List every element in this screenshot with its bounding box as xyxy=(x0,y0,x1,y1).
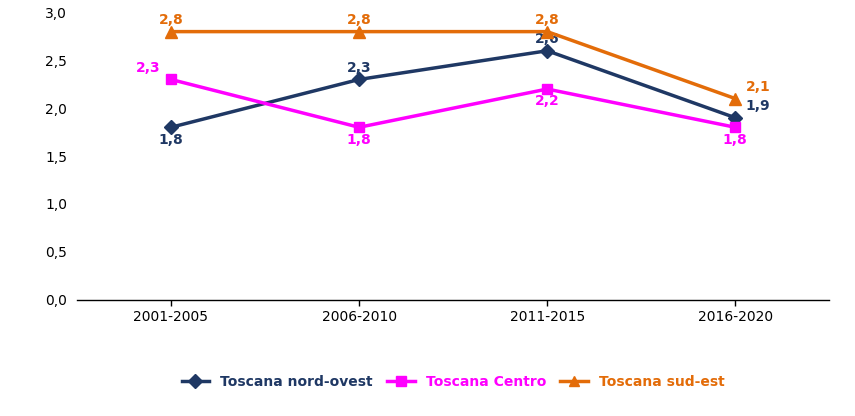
Toscana Centro xyxy=(730,125,740,130)
Text: 2,8: 2,8 xyxy=(535,13,559,27)
Text: 2,8: 2,8 xyxy=(159,13,183,27)
Line: Toscana sud-est: Toscana sud-est xyxy=(166,26,740,104)
Toscana nord-ovest xyxy=(542,48,552,53)
Text: 2,3: 2,3 xyxy=(347,61,371,75)
Toscana nord-ovest xyxy=(354,77,364,82)
Line: Toscana nord-ovest: Toscana nord-ovest xyxy=(166,46,740,132)
Legend: Toscana nord-ovest, Toscana Centro, Toscana sud-est: Toscana nord-ovest, Toscana Centro, Tosc… xyxy=(176,369,730,395)
Text: 1,9: 1,9 xyxy=(746,99,770,113)
Toscana Centro xyxy=(354,125,364,130)
Line: Toscana Centro: Toscana Centro xyxy=(166,74,740,132)
Toscana nord-ovest xyxy=(166,125,176,130)
Toscana sud-est xyxy=(730,96,740,101)
Text: 1,8: 1,8 xyxy=(723,133,747,147)
Text: 2,1: 2,1 xyxy=(746,80,770,94)
Toscana nord-ovest xyxy=(730,115,740,120)
Toscana sud-est xyxy=(354,29,364,34)
Toscana sud-est xyxy=(542,29,552,34)
Toscana sud-est xyxy=(166,29,176,34)
Text: 2,3: 2,3 xyxy=(136,61,161,75)
Text: 1,8: 1,8 xyxy=(159,133,183,147)
Text: 1,8: 1,8 xyxy=(347,133,371,147)
Toscana Centro xyxy=(166,77,176,82)
Text: 2,2: 2,2 xyxy=(535,94,559,109)
Text: 2,8: 2,8 xyxy=(347,13,371,27)
Text: 2,6: 2,6 xyxy=(535,32,559,46)
Toscana Centro xyxy=(542,87,552,92)
